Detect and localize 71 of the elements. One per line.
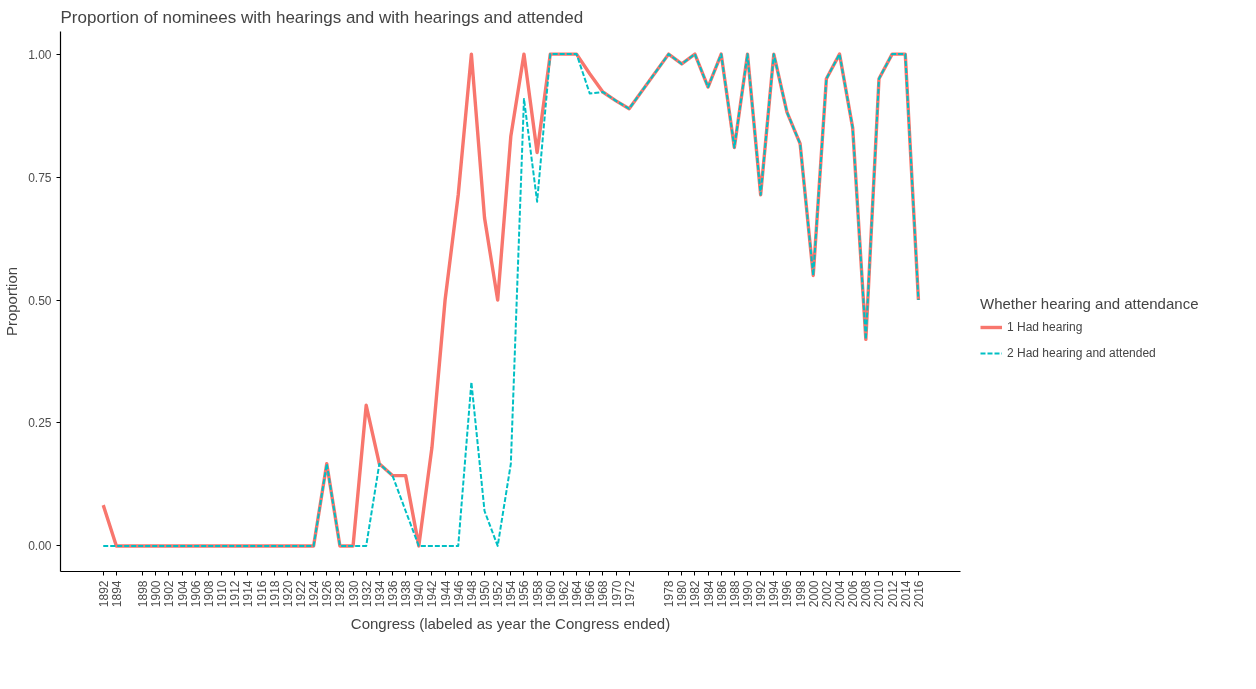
x-tick-label: 1982 — [688, 580, 703, 608]
y-tick-label: 0.25 — [28, 416, 52, 431]
x-tick-label: 1980 — [675, 580, 690, 608]
x-tick-label: 1936 — [385, 580, 400, 608]
x-tick-label: 1892 — [96, 580, 111, 608]
x-tick-label: 1928 — [333, 580, 348, 608]
legend-title: Whether hearing and attendance — [980, 294, 1199, 312]
x-tick-label: 1962 — [556, 580, 571, 608]
x-tick-label: 1894 — [109, 580, 124, 608]
x-tick-label: 1956 — [517, 580, 532, 608]
y-tick-label: 0.50 — [28, 293, 52, 308]
x-tick-label: 1990 — [741, 580, 755, 608]
x-tick-label: 1992 — [754, 580, 769, 608]
legend-label: 2 Had hearing and attended — [1007, 345, 1156, 360]
x-tick-label: 1918 — [267, 580, 282, 608]
x-tick-label: 1958 — [530, 580, 545, 608]
x-axis-title: Congress (labeled as year the Congress ended) — [350, 615, 671, 633]
x-tick-label: 1940 — [412, 580, 427, 608]
x-tick-label: 1986 — [714, 580, 729, 608]
x-tick-label: 1908 — [201, 580, 216, 608]
x-tick-label: 1920 — [280, 580, 295, 608]
x-tick-label: 2008 — [859, 580, 874, 608]
x-tick-label: 1996 — [780, 580, 795, 608]
x-tick-label: 1930 — [346, 580, 361, 608]
x-tick-label: 1924 — [307, 580, 322, 608]
x-tick-label: 1972 — [622, 580, 637, 608]
x-tick-label: 1938 — [399, 580, 414, 608]
x-tick-label: 1950 — [478, 580, 493, 608]
y-tick-label: 1.00 — [28, 47, 52, 62]
x-tick-label: 1988 — [727, 580, 742, 608]
x-tick-label: 1900 — [149, 580, 164, 608]
x-tick-label: 1922 — [293, 580, 308, 608]
x-tick-label: 1934 — [372, 580, 387, 608]
x-tick-label: 1912 — [228, 580, 243, 608]
legend-label: 1 Had hearing — [1007, 319, 1083, 334]
x-tick-label: 1998 — [793, 580, 808, 608]
x-tick-label: 1898 — [136, 580, 151, 608]
x-tick-label: 1960 — [543, 580, 558, 608]
x-tick-label: 1916 — [254, 580, 269, 608]
x-tick-label: 2002 — [819, 580, 834, 608]
x-tick-label: 1978 — [662, 580, 677, 608]
x-tick-label: 2004 — [833, 580, 848, 608]
x-tick-label: 1984 — [701, 580, 716, 608]
x-tick-label: 1954 — [504, 580, 519, 608]
x-tick-label: 1926 — [320, 580, 335, 608]
y-axis-title: Proportion — [3, 266, 21, 337]
x-tick-label: 1914 — [241, 580, 256, 608]
x-tick-label: 1948 — [464, 580, 479, 608]
x-tick-label: 1932 — [359, 580, 374, 608]
x-tick-label: 1994 — [767, 580, 782, 608]
x-tick-label: 1942 — [425, 580, 440, 608]
x-tick-label: 1906 — [188, 580, 203, 608]
x-tick-label: 1970 — [609, 580, 624, 608]
x-tick-label: 1902 — [162, 580, 177, 608]
x-tick-label: 2014 — [898, 580, 913, 608]
x-tick-label: 2016 — [911, 580, 926, 608]
y-tick-label: 0.75 — [28, 170, 52, 185]
x-tick-label: 1910 — [215, 580, 230, 608]
x-tick-label: 1966 — [583, 580, 598, 608]
x-tick-label: 2012 — [885, 580, 900, 608]
x-tick-label: 1964 — [570, 580, 585, 608]
x-tick-label: 1952 — [491, 580, 506, 608]
x-tick-label: 2000 — [806, 580, 821, 608]
chart-title: Proportion of nominees with hearings and with hearings and attended — [60, 7, 584, 27]
x-tick-label: 2010 — [872, 580, 887, 608]
y-tick-label: 0.00 — [28, 539, 52, 554]
x-tick-label: 1946 — [451, 580, 466, 608]
x-tick-label: 1968 — [596, 580, 611, 608]
x-tick-label: 2006 — [846, 580, 861, 608]
x-tick-label: 1904 — [175, 580, 190, 608]
x-tick-label: 1944 — [438, 580, 453, 608]
